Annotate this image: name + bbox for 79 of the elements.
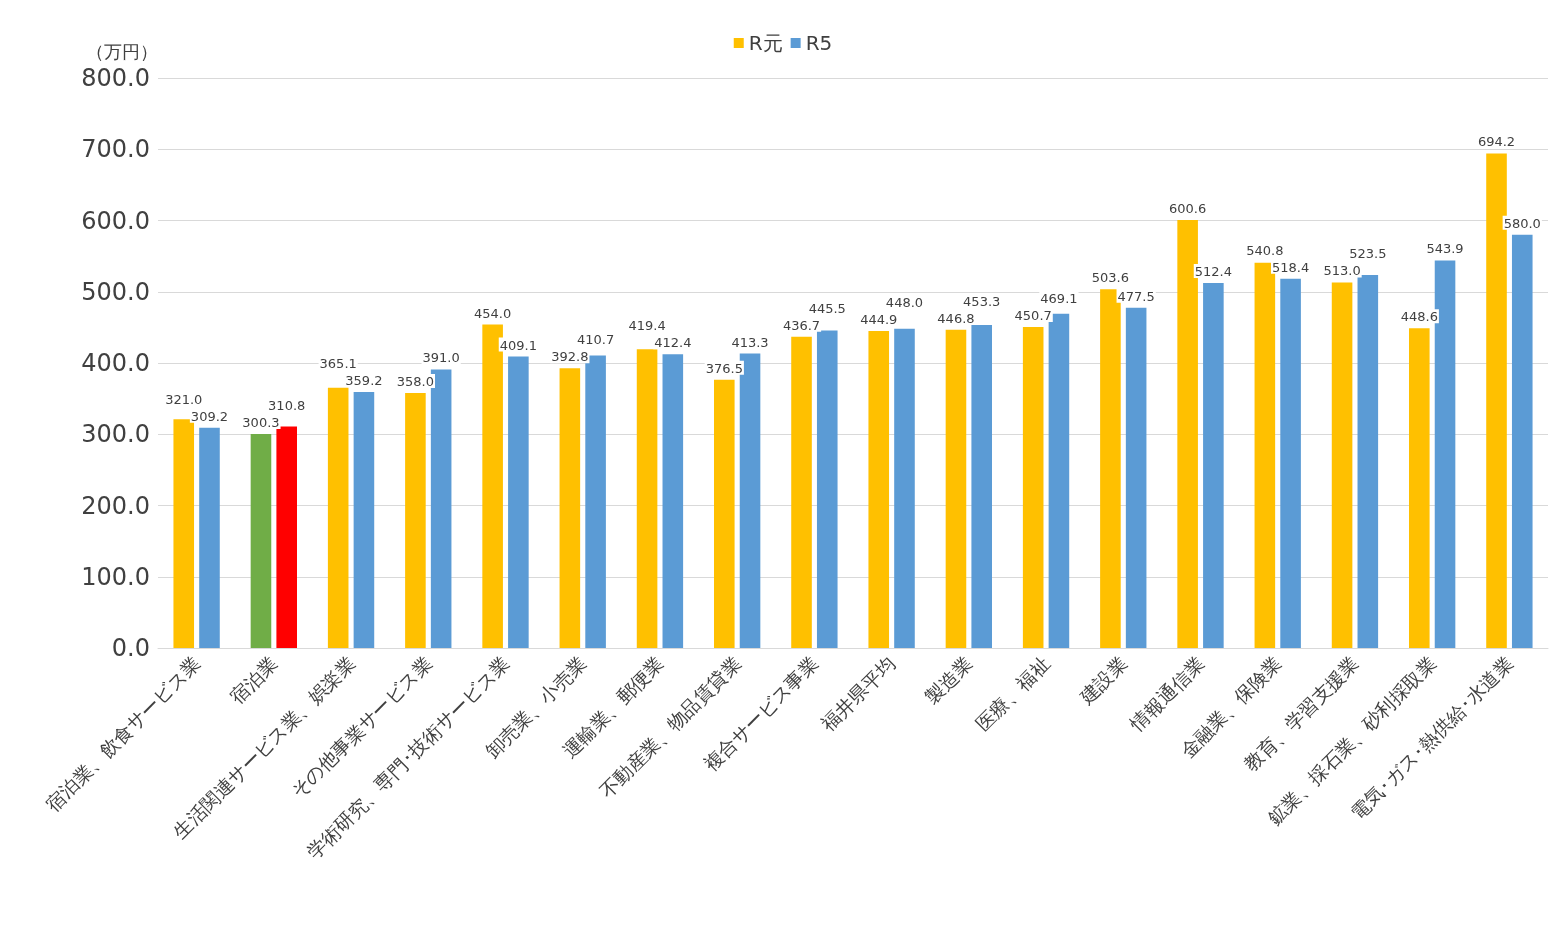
y-tick-label: 600.0 (81, 206, 150, 235)
bar (199, 427, 220, 648)
data-label: 413.3 (731, 334, 769, 350)
bar (714, 379, 735, 648)
legend-label: R5 (805, 31, 833, 55)
data-label: 454.0 (474, 305, 512, 321)
data-label: 410.7 (576, 332, 615, 348)
data-label: 600.6 (1169, 201, 1207, 217)
bar (327, 387, 349, 648)
data-label: 310.8 (268, 398, 306, 414)
y-tick-label: 800.0 (81, 64, 150, 92)
bar (1486, 153, 1507, 648)
bar (868, 331, 890, 648)
bar (636, 349, 658, 648)
bar (559, 368, 581, 648)
bar (1280, 278, 1301, 648)
data-label: 436.7 (782, 317, 821, 333)
bar (1203, 282, 1224, 648)
data-label: 453.3 (963, 293, 1001, 309)
data-label: 444.9 (860, 312, 898, 328)
data-label: 694.2 (1477, 134, 1516, 150)
bar (662, 354, 684, 648)
data-label: 419.4 (628, 318, 666, 334)
bar (1357, 275, 1379, 648)
data-label: 445.5 (808, 300, 846, 316)
bar (816, 330, 838, 648)
data-label: 469.1 (1040, 290, 1078, 306)
data-label: 359.2 (345, 373, 383, 389)
data-label: 503.6 (1091, 270, 1130, 286)
bar (1177, 220, 1198, 648)
bar (250, 434, 272, 648)
data-label: 477.5 (1117, 288, 1155, 304)
data-label: 409.1 (499, 337, 537, 353)
data-label: 450.7 (1014, 307, 1052, 323)
bar (276, 426, 297, 648)
bar (405, 392, 426, 648)
data-label: 448.0 (885, 295, 924, 311)
bar (508, 356, 529, 648)
x-tick-label: 製造業 (920, 652, 977, 709)
bar (791, 336, 812, 648)
y-tick-label: 700.0 (81, 135, 150, 164)
data-label: 523.5 (1349, 246, 1387, 262)
bar (353, 392, 375, 648)
data-label: 391.0 (422, 350, 460, 366)
bar (1022, 326, 1044, 648)
bar (945, 329, 967, 648)
y-tick-label: 400.0 (81, 349, 150, 377)
data-label: 512.4 (1194, 263, 1232, 279)
data-label: 513.0 (1323, 263, 1361, 279)
y-tick-label: 500.0 (81, 277, 150, 306)
data-label: 448.6 (1400, 309, 1438, 325)
bar (173, 419, 195, 648)
y-axis-title: （万円） (86, 40, 158, 62)
data-label: 321.0 (165, 391, 203, 407)
data-label: 518.4 (1271, 259, 1310, 275)
bar (1409, 328, 1430, 648)
x-tick-label: 宿泊業 (225, 652, 282, 709)
data-label: 540.8 (1246, 242, 1284, 258)
data-label: 358.0 (396, 373, 435, 389)
data-label: 309.2 (190, 408, 229, 424)
bar (1511, 234, 1533, 648)
legend-label: R元 (748, 31, 783, 55)
bar (894, 328, 915, 648)
y-tick-label: 200.0 (81, 491, 150, 520)
data-label: 376.5 (705, 360, 743, 376)
bar (971, 325, 992, 648)
data-label: 392.8 (551, 349, 589, 365)
data-label: 412.4 (654, 335, 692, 351)
data-label: 365.1 (319, 356, 357, 372)
bar (1331, 282, 1353, 648)
data-label: 300.3 (242, 415, 280, 431)
x-tick-label: 建設業 (1074, 652, 1132, 709)
bar (1125, 307, 1147, 648)
data-label: 580.0 (1503, 215, 1541, 231)
data-label: 446.8 (937, 310, 975, 326)
data-label: 543.9 (1426, 241, 1464, 257)
y-tick-label: 300.0 (81, 420, 150, 449)
y-tick-label: 0.0 (111, 634, 150, 662)
y-tick-label: 100.0 (81, 562, 150, 591)
